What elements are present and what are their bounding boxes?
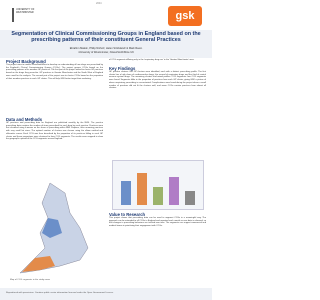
figure-bar	[137, 173, 147, 205]
figure-bar	[185, 191, 195, 205]
page-number: 2004	[96, 2, 102, 5]
authors: Ebrahim Malek¹, Philip Nichol², Helen St…	[69, 47, 143, 50]
title-band	[0, 30, 212, 58]
map-figure	[19, 182, 89, 274]
left-logo-text: UNIVERSITY OF WESTMINSTER	[16, 8, 35, 14]
figure-caption: Map of CCG segments in the study areas	[10, 279, 51, 281]
section-text: This project aims to enable GlaxoSmithKl…	[6, 64, 103, 80]
section-heading: Value to Research	[109, 212, 146, 217]
poster: 2004 UNIVERSITY OF WESTMINSTER gsk Segme…	[0, 0, 212, 300]
figure	[112, 160, 204, 210]
section-text: of CCG segments differing only in the 'r…	[109, 59, 195, 61]
right-logo: gsk	[168, 6, 202, 26]
section-heading: Key Findings	[109, 66, 136, 71]
footer: Reproduced with permission. Contains pub…	[0, 288, 212, 300]
footer-text: Reproduced with permission. Contains pub…	[6, 292, 114, 294]
section: Key Findings GP practice clusters: five …	[109, 66, 206, 90]
section: Value to Research This project shows tha…	[109, 212, 206, 228]
section-heading: Project Background	[6, 59, 46, 64]
right-logo-text: gsk	[175, 10, 195, 22]
section: Project Background This project aims to …	[6, 59, 103, 80]
figure-bar	[121, 181, 131, 205]
affiliations: ¹University of Westminster, ²GlaxoSmithK…	[78, 51, 134, 54]
section-text: GP practice clusters: five GP clusters w…	[109, 71, 206, 90]
figure-bar	[169, 177, 179, 205]
section: Data and Methods GP practices and prescr…	[6, 117, 103, 141]
left-logo: UNIVERSITY OF WESTMINSTER	[12, 8, 50, 22]
section: of CCG segments differing only in the 'r…	[109, 59, 206, 62]
figure-graphic	[121, 173, 195, 205]
section-text: This project shows that prescribing data…	[109, 217, 206, 228]
map-region	[42, 218, 62, 238]
section-heading: Data and Methods	[6, 117, 43, 122]
section-text: GP practices and prescribing data for En…	[6, 122, 103, 141]
map-region	[22, 256, 55, 272]
title: Segmentation of Clinical Commissioning G…	[11, 31, 201, 44]
figure-bar	[153, 187, 163, 205]
